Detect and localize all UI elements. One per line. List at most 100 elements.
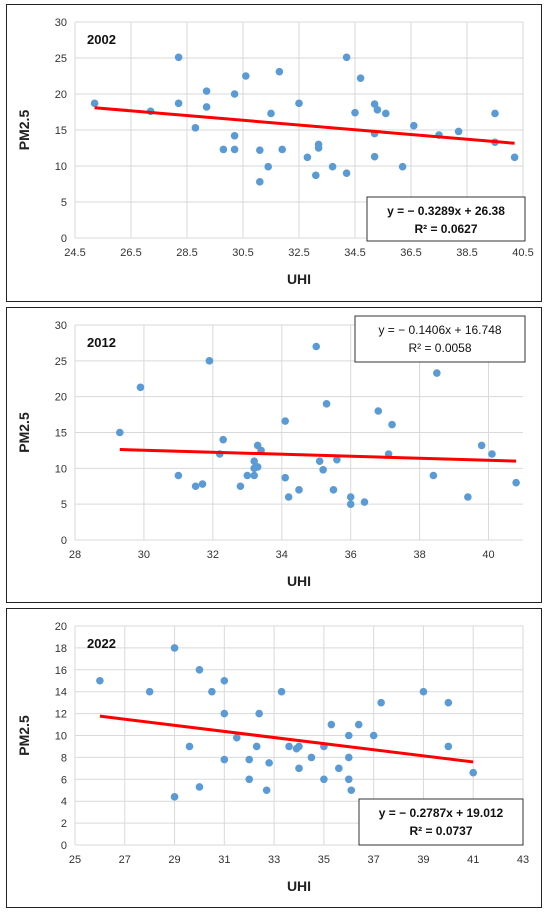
data-point — [347, 786, 356, 795]
y-tick-label: 15 — [55, 125, 67, 137]
x-tick-label: 28.5 — [176, 247, 197, 259]
data-point — [285, 742, 293, 751]
y-tick-label: 4 — [61, 796, 67, 808]
y-tick-label: 0 — [61, 840, 67, 852]
trendline — [99, 714, 474, 764]
y-axis-title: PM2.5 — [16, 412, 32, 453]
x-tick-label: 36 — [345, 549, 357, 561]
data-point — [191, 482, 200, 491]
data-point — [277, 687, 286, 696]
data-point — [303, 153, 312, 162]
data-point — [444, 742, 453, 751]
data-point — [96, 676, 104, 685]
data-point — [136, 383, 145, 392]
data-point — [174, 53, 183, 62]
data-point — [265, 759, 273, 767]
data-point — [374, 407, 383, 415]
y-tick-label: 16 — [55, 665, 67, 677]
x-tick-label: 36.5 — [400, 247, 421, 259]
y-tick-label: 2 — [61, 818, 67, 830]
data-point — [250, 457, 258, 465]
data-point — [382, 109, 390, 118]
x-tick-label: 38.5 — [456, 247, 477, 259]
data-point — [510, 153, 519, 162]
x-axis-title: UHI — [287, 573, 311, 589]
y-tick-label: 10 — [55, 463, 67, 475]
x-tick-label: 30.5 — [232, 247, 253, 259]
x-tick-label: 38 — [413, 549, 425, 561]
data-point — [250, 464, 258, 473]
data-point — [477, 441, 486, 450]
data-point — [202, 103, 211, 111]
data-point — [295, 742, 303, 751]
y-tick-label: 5 — [61, 499, 67, 511]
regression-annotation-box — [358, 798, 524, 846]
data-point — [242, 72, 250, 80]
chart-title: 2022 — [87, 636, 116, 651]
data-point — [262, 786, 271, 795]
data-point — [419, 687, 428, 696]
x-tick-label: 34 — [276, 549, 288, 561]
chart-title: 2002 — [87, 32, 116, 47]
x-tick-label: 35 — [318, 854, 330, 866]
y-tick-label: 20 — [55, 89, 67, 101]
y-tick-label: 10 — [55, 161, 67, 173]
data-point — [356, 74, 365, 82]
data-point — [256, 178, 264, 186]
data-point — [315, 457, 324, 465]
data-point — [369, 731, 378, 740]
data-point — [322, 400, 331, 408]
data-point — [185, 742, 194, 751]
regression-equation: y = − 0.2787x + 19.012 — [379, 806, 504, 820]
x-tick-label: 39 — [417, 854, 429, 866]
data-point — [346, 493, 355, 501]
trendline — [119, 447, 517, 463]
chart-title: 2012 — [87, 335, 116, 350]
x-tick-label: 32.5 — [288, 247, 309, 259]
data-point — [335, 764, 343, 773]
data-point — [312, 171, 320, 180]
data-point — [373, 106, 382, 114]
x-tick-label: 29 — [168, 854, 180, 866]
data-point — [191, 124, 200, 132]
x-tick-label: 32 — [207, 549, 219, 561]
data-point — [488, 450, 496, 458]
data-point — [351, 108, 359, 117]
y-tick-label: 25 — [55, 53, 67, 65]
data-point — [174, 99, 183, 108]
data-point — [295, 99, 303, 108]
data-point — [275, 67, 284, 76]
y-tick-label: 12 — [55, 709, 67, 721]
data-point — [202, 87, 211, 95]
y-tick-label: 20 — [55, 392, 67, 404]
x-tick-label: 24.5 — [64, 247, 85, 259]
data-point — [346, 500, 355, 508]
data-point — [344, 731, 353, 740]
data-point — [281, 473, 290, 482]
data-point — [344, 753, 353, 762]
data-point — [267, 109, 275, 118]
y-tick-label: 0 — [61, 535, 67, 547]
data-point — [370, 100, 379, 108]
data-point — [90, 99, 99, 108]
y-tick-label: 18 — [55, 643, 67, 655]
scatter-chart-2022: 0 2 4 6 8 10 12 14 16 18 20 25 27 29 31 33 35 37 39 41 43 UHI… — [16, 621, 529, 894]
data-point — [198, 480, 207, 488]
data-point — [250, 471, 258, 480]
x-tick-label: 40.5 — [512, 247, 533, 259]
r-squared-label: R² = 0.0737 — [409, 824, 472, 838]
data-point — [433, 369, 441, 377]
chart-panel-2012: 0 5 10 15 20 25 30 28 30 32 34 36 38 40 UHI PM2.5 2012 y … — [6, 307, 542, 603]
y-tick-label: 5 — [61, 197, 67, 209]
x-axis-title: UHI — [287, 878, 311, 894]
data-point — [116, 428, 124, 437]
data-point — [284, 493, 293, 501]
data-point — [360, 498, 369, 506]
data-point — [245, 775, 254, 784]
x-tick-label: 26.5 — [120, 247, 141, 259]
data-point — [236, 482, 245, 491]
data-point — [205, 357, 214, 365]
x-tick-label: 25 — [69, 854, 81, 866]
data-point — [398, 162, 407, 171]
data-point — [370, 152, 379, 161]
